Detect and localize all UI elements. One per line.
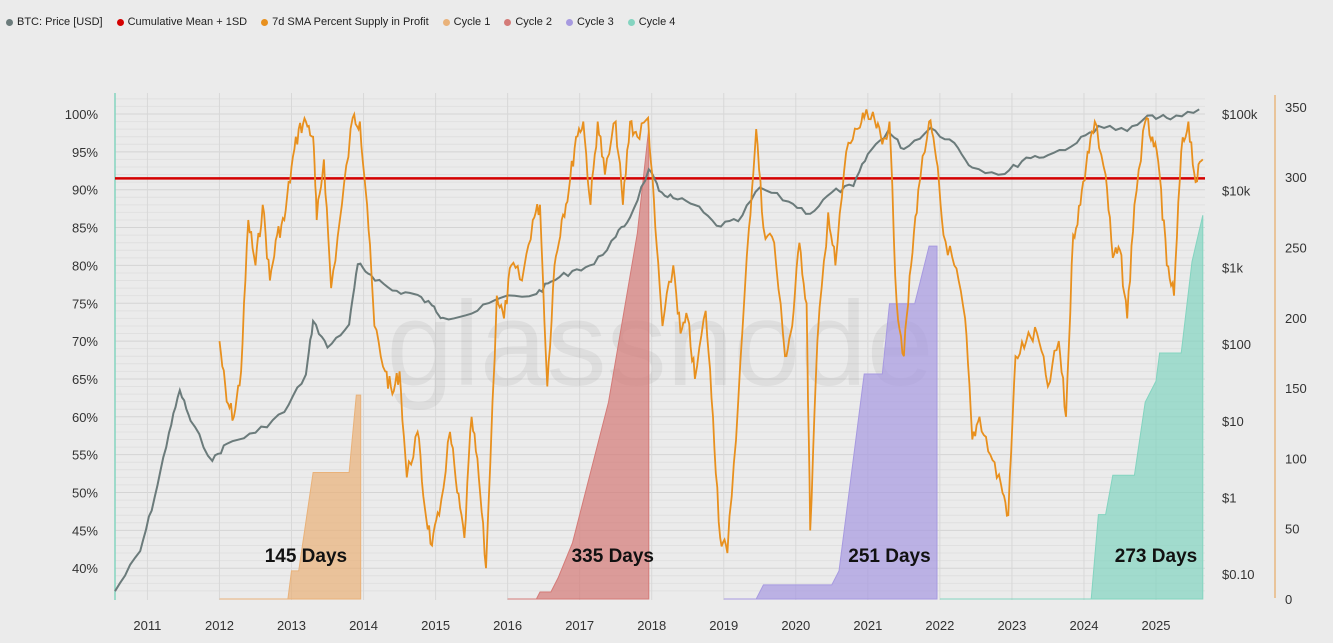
x-tick: 2013 — [277, 618, 306, 633]
legend-dot — [504, 18, 512, 26]
x-tick: 2019 — [709, 618, 738, 633]
y-days-tick: 100 — [1285, 451, 1307, 466]
x-tick: 2016 — [493, 618, 522, 633]
x-tick: 2012 — [205, 618, 234, 633]
y-left-tick: 50% — [72, 486, 98, 501]
y-left-tick: 55% — [72, 448, 98, 463]
legend-label: BTC: Price [USD] — [17, 16, 103, 28]
legend-dot — [627, 18, 635, 26]
x-tick: 2022 — [925, 618, 954, 633]
x-tick: 2015 — [421, 618, 450, 633]
cycle-area — [723, 245, 938, 600]
cycle-areas — [219, 127, 1204, 600]
y-left-tick: 70% — [72, 334, 98, 349]
y-price-tick: $0.10 — [1222, 567, 1255, 582]
cycle-days-label: 251 Days — [848, 546, 930, 567]
legend-item[interactable]: Cumulative Mean + 1SD — [116, 16, 248, 28]
y-days-tick: 0 — [1285, 592, 1292, 607]
cycle-area — [939, 215, 1204, 600]
y-days-tick: 50 — [1285, 522, 1299, 537]
x-tick: 2017 — [565, 618, 594, 633]
x-tick: 2021 — [853, 618, 882, 633]
y-left-tick: 90% — [72, 183, 98, 198]
y-left-tick: 85% — [72, 221, 98, 236]
cycle-days-label: 273 Days — [1115, 546, 1197, 567]
legend-label: Cycle 4 — [638, 16, 676, 28]
x-tick: 2025 — [1142, 618, 1171, 633]
legend-item[interactable]: 7d SMA Percent Supply in Profit — [261, 16, 429, 28]
legend-label: Cycle 1 — [453, 16, 491, 28]
y-price-tick: $100k — [1222, 107, 1258, 122]
legend-item[interactable]: Cycle 3 — [566, 16, 614, 28]
x-tick: 2024 — [1070, 618, 1099, 633]
cycle-days-label: 145 Days — [265, 546, 347, 567]
y-left-tick: 75% — [72, 296, 98, 311]
y-price-tick: $10 — [1222, 414, 1244, 429]
x-tick: 2014 — [349, 618, 378, 633]
legend-label: 7d SMA Percent Supply in Profit — [272, 16, 429, 28]
y-price-tick: $1k — [1222, 260, 1243, 275]
y-days-tick: 350 — [1285, 100, 1307, 115]
axis-ticks: 100% 95% 90% 85% 80% 75% 70% 65% 60% 55% 50% 45% 40%… — [65, 100, 1307, 633]
supply-profit-series — [218, 109, 1204, 569]
x-tick: 2023 — [997, 618, 1026, 633]
y-left-tick: 95% — [72, 145, 98, 160]
y-left-tick: 45% — [72, 523, 98, 538]
legend-item[interactable]: Cycle 4 — [627, 16, 676, 28]
y-price-tick: $10k — [1222, 184, 1251, 199]
legend-label: Cycle 3 — [577, 16, 614, 28]
legend-item[interactable]: BTC: Price [USD] — [6, 16, 103, 28]
y-days-tick: 300 — [1285, 170, 1307, 185]
legend-dot — [566, 18, 574, 26]
legend-label: Cycle 2 — [515, 16, 553, 28]
cycle-area — [219, 394, 362, 600]
y-left-tick: 40% — [72, 561, 98, 576]
y-left-tick: 80% — [72, 258, 98, 273]
y-days-tick: 200 — [1285, 311, 1307, 326]
x-tick: 2018 — [637, 618, 666, 633]
grid — [114, 93, 1276, 600]
chart-legend: BTC: Price [USD] Cumulative Mean + 1SD 7d … — [6, 16, 675, 28]
x-tick: 2011 — [133, 618, 161, 633]
y-left-tick: 60% — [72, 410, 98, 425]
y-left-tick: 65% — [72, 372, 98, 387]
legend-dot — [261, 18, 269, 26]
y-days-tick: 250 — [1285, 241, 1307, 256]
y-left-tick: 100% — [65, 107, 99, 122]
legend-item[interactable]: Cycle 1 — [442, 16, 491, 28]
legend-dot — [442, 18, 450, 26]
legend-item[interactable]: Cycle 2 — [504, 16, 552, 28]
day-annotations: 145 Days 335 Days 251 Days 273 Days — [265, 546, 1198, 567]
legend-dot — [6, 18, 13, 26]
cycle-days-label: 335 Days — [572, 546, 654, 567]
legend-label: Cumulative Mean + 1SD — [127, 16, 248, 28]
price-series — [114, 108, 1200, 592]
y-days-tick: 150 — [1285, 381, 1307, 396]
legend-dot — [116, 18, 124, 26]
x-tick: 2020 — [781, 618, 810, 633]
y-price-tick: $100 — [1222, 337, 1251, 352]
y-price-tick: $1 — [1222, 491, 1236, 506]
